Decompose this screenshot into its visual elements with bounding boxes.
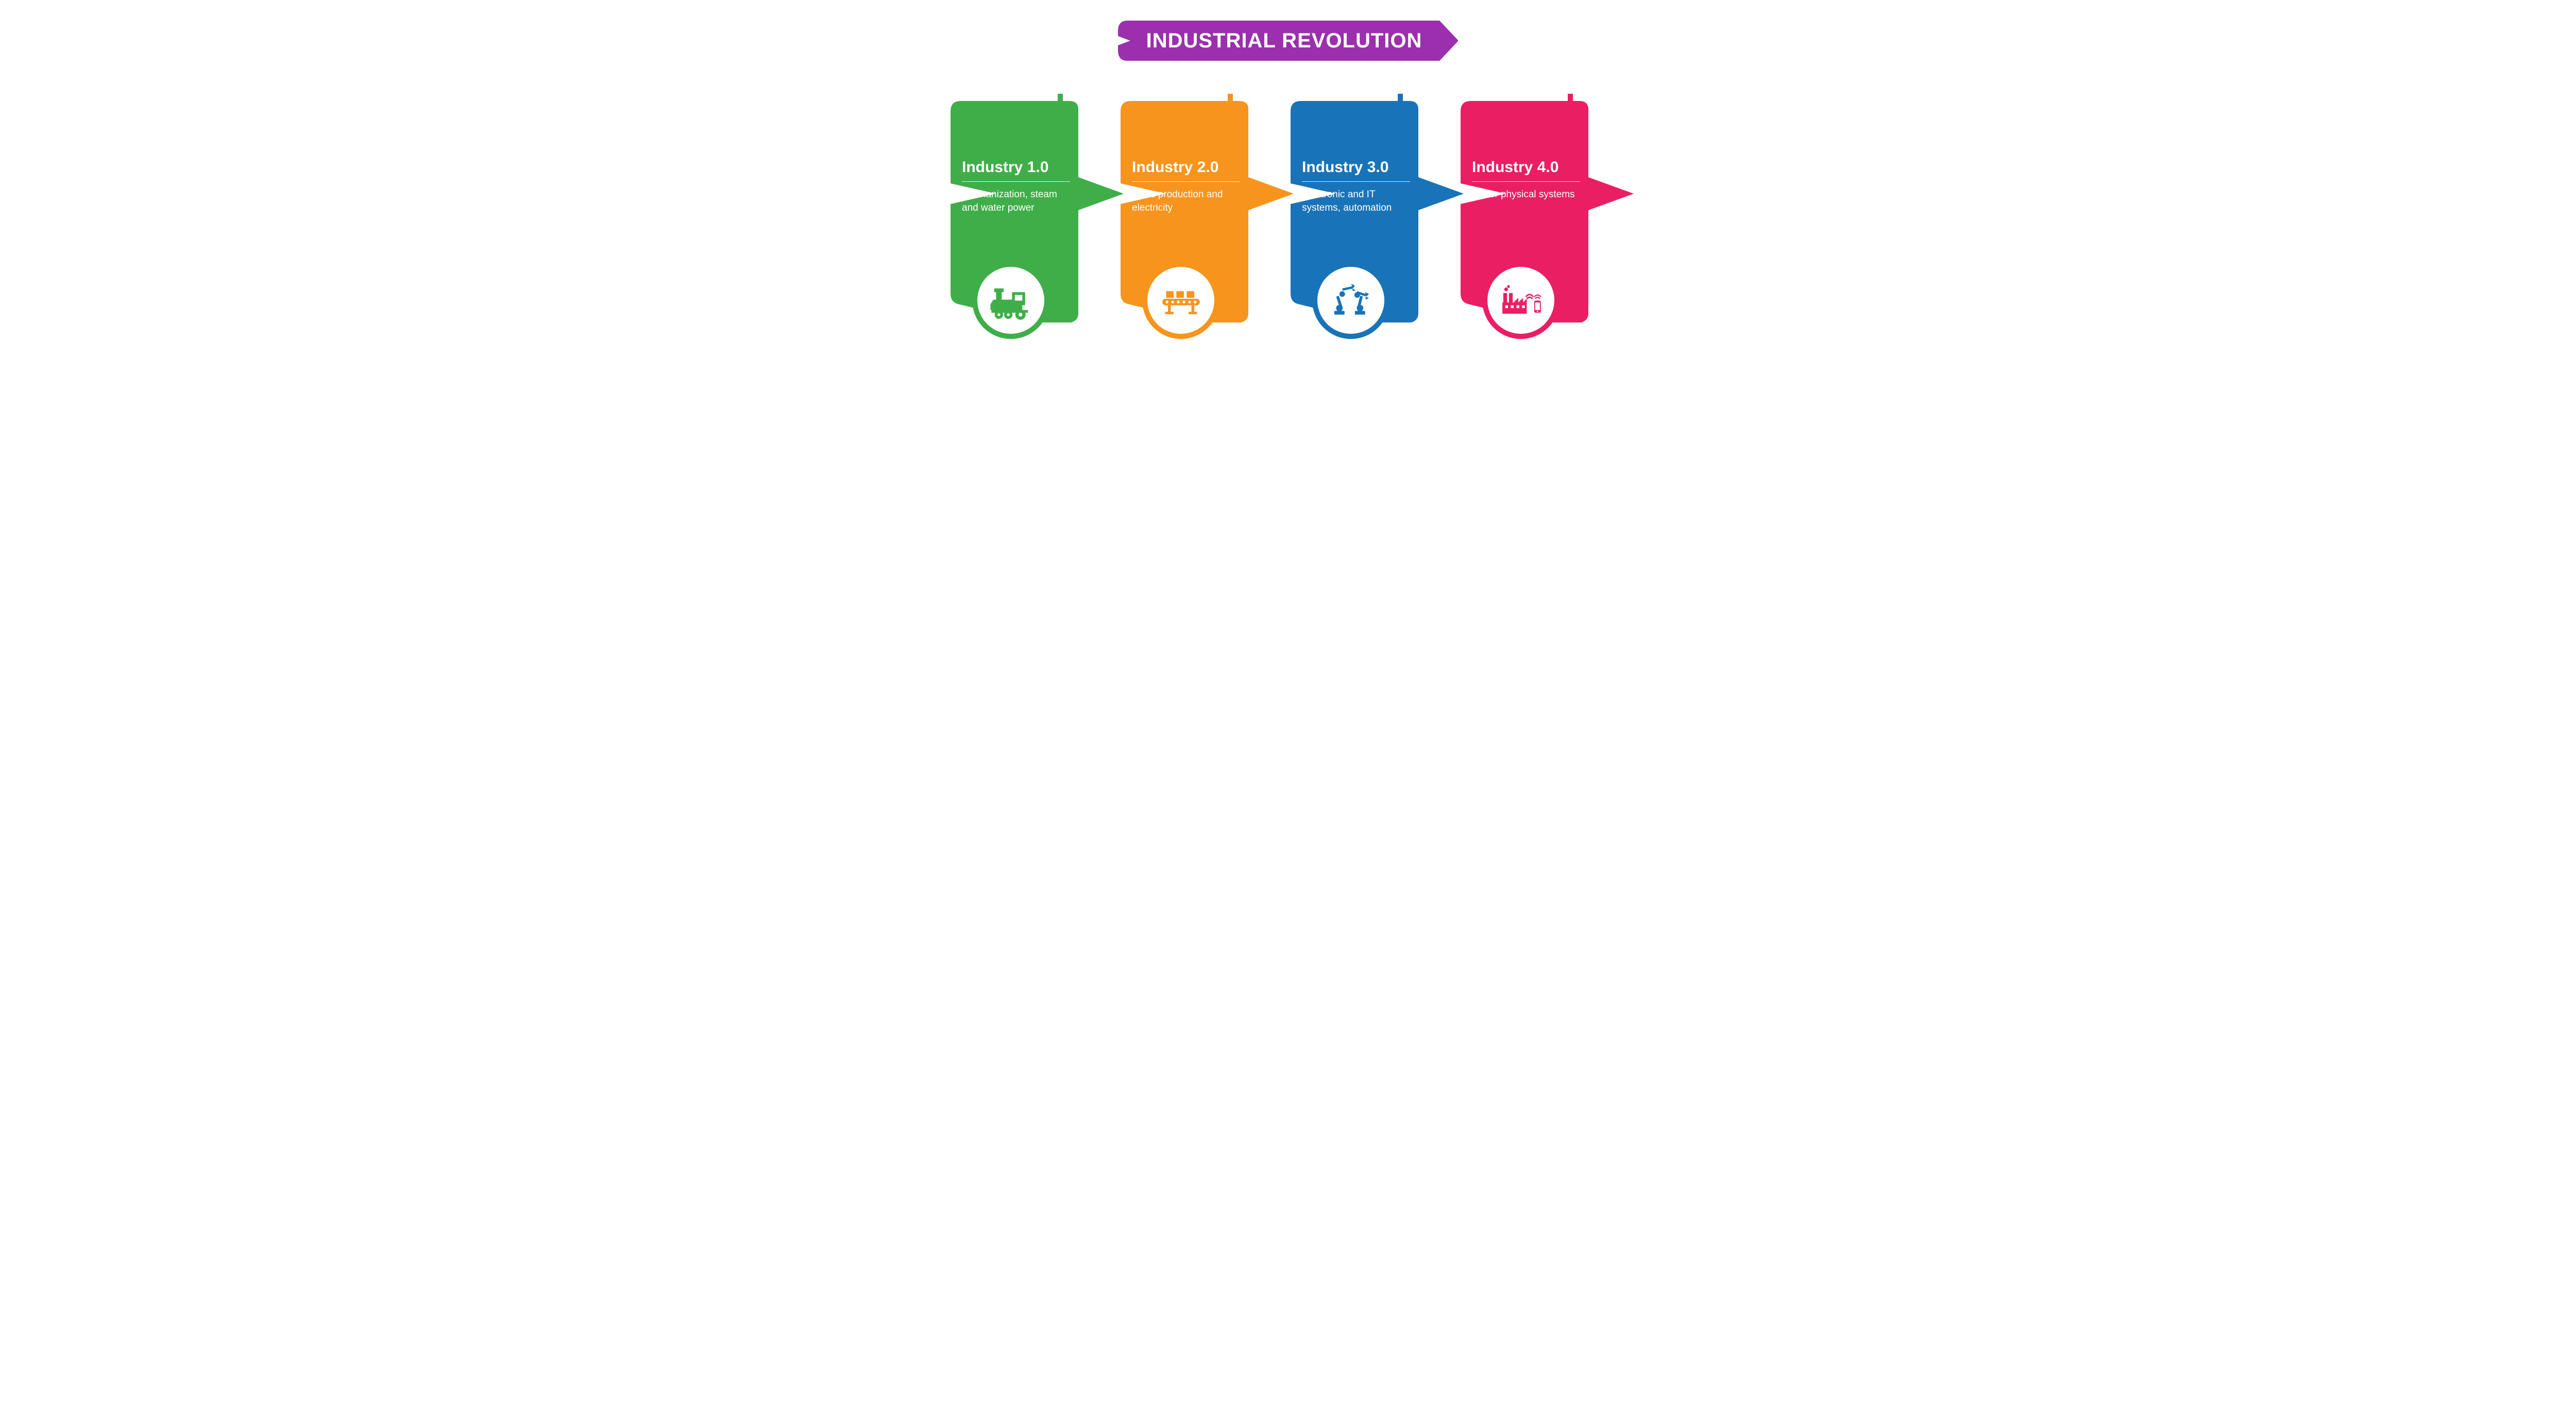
stage-1-description: Mechanization, steam and water power <box>962 188 1070 214</box>
stage-1-icon-circle <box>972 262 1049 339</box>
title-banner: INDUSTRIAL REVOLUTION <box>1118 21 1459 61</box>
stage-industry-4: Industry 4.0 Cyber physical systems <box>1450 92 1636 339</box>
robot-arms-icon <box>1328 277 1375 324</box>
stages-row: Industry 1.0 Mechanization, steam and wa… <box>907 92 1669 339</box>
stage-3-content: Industry 3.0 Electronic and IT systems, … <box>1302 159 1410 214</box>
stage-industry-3: Industry 3.0 Electronic and IT systems, … <box>1280 92 1466 339</box>
stage-4-icon-circle <box>1482 262 1560 339</box>
assembly-line-icon <box>1158 277 1205 324</box>
stage-1-heading: Industry 1.0 <box>962 159 1070 182</box>
stage-1-content: Industry 1.0 Mechanization, steam and wa… <box>962 159 1070 214</box>
stage-2-icon-circle <box>1142 262 1219 339</box>
stage-3-icon-circle <box>1312 262 1389 339</box>
stage-industry-2: Industry 2.0 Mass production and electri… <box>1110 92 1296 339</box>
stage-2-heading: Industry 2.0 <box>1132 159 1240 182</box>
stage-4-heading: Industry 4.0 <box>1472 159 1580 182</box>
stage-3-description: Electronic and IT systems, automation <box>1302 188 1410 214</box>
stage-industry-1: Industry 1.0 Mechanization, steam and wa… <box>940 92 1126 339</box>
stage-2-description: Mass production and electricity <box>1132 188 1240 214</box>
stage-4-content: Industry 4.0 Cyber physical systems <box>1472 159 1580 201</box>
stage-4-description: Cyber physical systems <box>1472 188 1580 201</box>
stage-3-heading: Industry 3.0 <box>1302 159 1410 182</box>
stage-2-content: Industry 2.0 Mass production and electri… <box>1132 159 1240 214</box>
steam-train-icon <box>988 277 1035 324</box>
title-text: INDUSTRIAL REVOLUTION <box>1118 29 1459 53</box>
smart-factory-icon <box>1498 277 1545 324</box>
